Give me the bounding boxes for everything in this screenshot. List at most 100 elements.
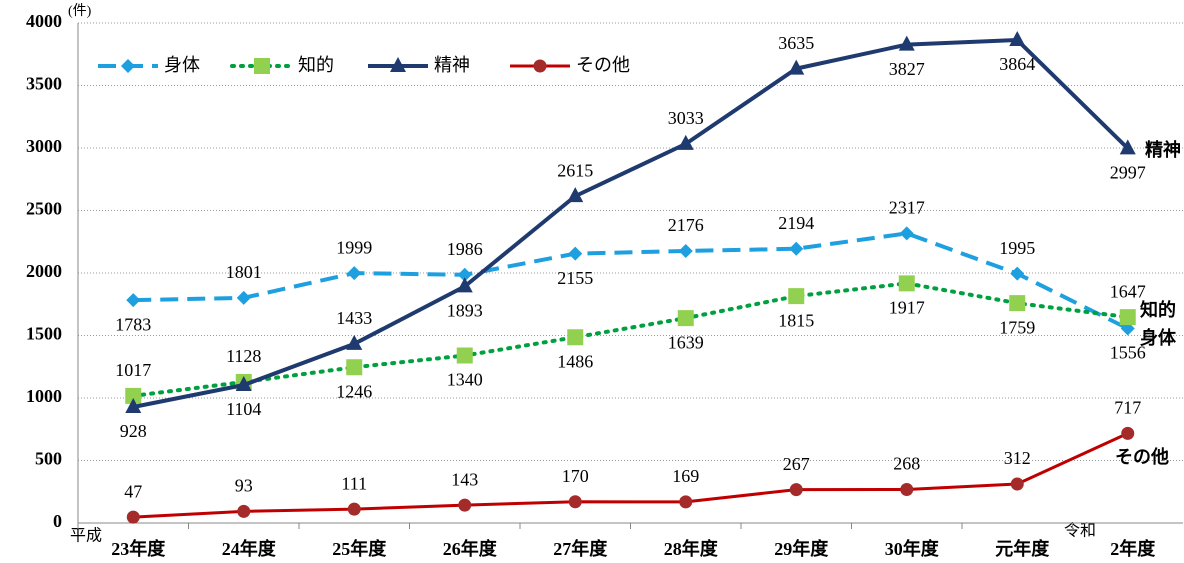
era-label: 平成 (70, 527, 102, 545)
data-label: 1759 (999, 317, 1035, 337)
marker (898, 275, 915, 292)
data-label: 1340 (447, 370, 483, 390)
marker (788, 59, 805, 75)
marker (1010, 477, 1024, 491)
data-label: 169 (672, 466, 699, 486)
marker (677, 134, 694, 150)
legend-label: 身体 (164, 55, 200, 76)
data-label: 47 (124, 481, 142, 501)
marker (390, 57, 406, 72)
x-tick-label: 28年度 (664, 538, 719, 559)
x-tick-label: 30年度 (885, 538, 940, 559)
marker (126, 293, 141, 308)
y-tick-label: 4000 (26, 11, 62, 31)
marker (1119, 309, 1136, 326)
marker (899, 226, 914, 241)
marker (346, 334, 363, 350)
marker (567, 187, 584, 203)
series-line (133, 231, 1129, 331)
data-label: 2194 (778, 213, 814, 233)
marker (1010, 266, 1025, 281)
data-label: 1986 (447, 239, 483, 259)
x-tick-label: 25年度 (332, 538, 387, 559)
data-label: 268 (893, 454, 920, 474)
marker (898, 35, 915, 51)
marker (236, 290, 251, 305)
y-tick-label: 3000 (26, 136, 62, 156)
marker (125, 398, 142, 413)
series-end-label: その他 (1115, 446, 1169, 467)
marker (1119, 139, 1136, 155)
marker (237, 504, 251, 518)
marker (1009, 31, 1026, 46)
y-tick-label: 0 (53, 511, 62, 531)
y-tick-label: 2000 (26, 261, 62, 281)
data-label: 1815 (778, 310, 814, 330)
y-tick-label: 1500 (26, 324, 62, 344)
legend-label: 精神 (434, 55, 470, 76)
x-tick-label: 29年度 (774, 538, 829, 559)
x-tick-label: 元年度 (995, 538, 1050, 559)
marker (789, 483, 803, 497)
data-label: 2155 (557, 268, 593, 288)
data-label: 1647 (1110, 281, 1146, 301)
data-label: 143 (451, 469, 478, 489)
data-label: 1104 (226, 399, 261, 419)
marker (458, 498, 472, 512)
y-tick-label: 1000 (26, 386, 62, 406)
x-tick-label: 26年度 (443, 538, 498, 559)
series-line (132, 38, 1130, 409)
data-label: 1486 (557, 351, 593, 371)
marker (126, 510, 140, 524)
data-label: 1556 (1110, 343, 1146, 363)
data-label: 2997 (1110, 163, 1146, 183)
marker (456, 347, 473, 364)
y-tick-label: 3500 (26, 74, 62, 94)
data-label: 312 (1004, 448, 1031, 468)
data-label: 3635 (778, 33, 814, 53)
marker (456, 277, 473, 293)
marker (347, 502, 361, 516)
legend-label: 知的 (298, 55, 334, 76)
data-label: 1017 (115, 360, 151, 380)
data-label: 1995 (999, 238, 1035, 258)
marker (677, 310, 694, 327)
series-end-label: 身体 (1140, 327, 1177, 348)
data-label: 1246 (336, 381, 372, 401)
data-label: 3033 (668, 108, 704, 128)
data-label: 1999 (336, 237, 372, 257)
data-label: 717 (1114, 398, 1141, 418)
data-label: 1783 (115, 314, 151, 334)
marker (900, 483, 914, 496)
data-label: 93 (235, 476, 253, 496)
data-label: 267 (783, 454, 810, 474)
data-label: 170 (562, 466, 589, 486)
marker (568, 246, 583, 261)
marker (235, 376, 252, 391)
era-label: 令和 (1064, 522, 1096, 540)
y-unit-label: (件) (68, 3, 92, 19)
legend-label: その他 (576, 55, 630, 76)
x-tick-label: 2年度 (1110, 538, 1156, 559)
marker (125, 387, 142, 404)
marker (567, 329, 584, 346)
marker (679, 495, 693, 509)
data-label: 3864 (999, 54, 1035, 74)
data-label: 2176 (668, 215, 704, 235)
marker (678, 244, 693, 258)
series-line (131, 281, 1130, 398)
marker (788, 288, 805, 305)
data-label: 111 (341, 473, 367, 493)
data-label: 1917 (889, 298, 925, 318)
series-end-label: 精神 (1145, 139, 1181, 160)
marker (533, 59, 547, 73)
marker (1121, 426, 1135, 440)
data-label: 1128 (226, 346, 261, 366)
x-tick-label: 27年度 (553, 538, 608, 559)
y-tick-label: 500 (35, 449, 62, 469)
data-label: 928 (120, 421, 147, 441)
y-tick-label: 2500 (26, 199, 62, 219)
x-tick-label: 23年度 (111, 538, 166, 559)
data-label: 1893 (447, 301, 483, 321)
